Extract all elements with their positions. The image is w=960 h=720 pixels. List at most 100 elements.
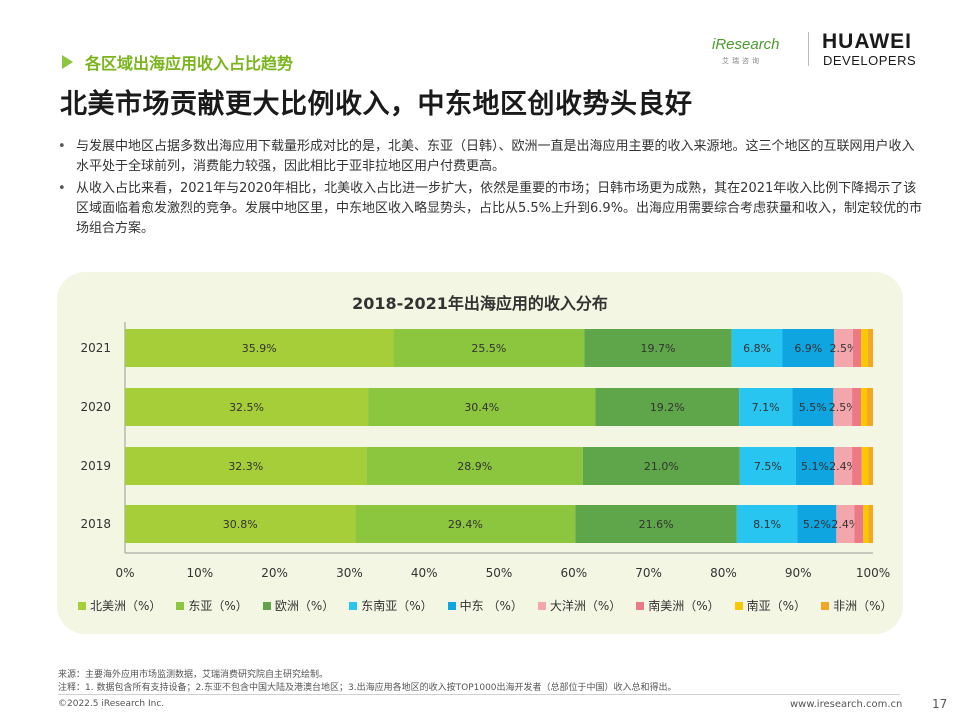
- data-label: 5.5%: [799, 401, 827, 414]
- bar-segment: [595, 388, 740, 426]
- legend-item: 非洲（%）: [821, 597, 892, 614]
- bar-segment: [795, 447, 835, 485]
- bar-segment: [863, 505, 869, 543]
- bar-segment: [739, 447, 796, 485]
- data-label: 21.0%: [644, 460, 679, 473]
- bar-segment: [867, 329, 873, 367]
- bar-segment: [584, 329, 732, 367]
- bar-segment: [836, 505, 855, 543]
- bullet-list: • 与发展中地区占据多数出海应用下载量形成对比的是，北美、东亚（日韩）、欧洲一直…: [56, 137, 926, 241]
- legend-label: 北美洲（%）: [90, 599, 162, 613]
- bar-segment: [868, 447, 873, 485]
- bar-segment: [393, 329, 585, 367]
- page-title: 北美市场贡献更大比例收入，中东地区创收势头良好: [60, 89, 693, 120]
- bar-segment: [834, 447, 853, 485]
- legend-swatch: [734, 601, 743, 610]
- bar-segment: [366, 447, 583, 485]
- x-tick-label: 10%: [186, 566, 213, 580]
- x-tick-label: 50%: [486, 566, 513, 580]
- data-label: 2.5%: [829, 342, 857, 355]
- legend-label: 中东 （%）: [459, 599, 523, 613]
- x-tick-label: 80%: [710, 566, 737, 580]
- logo-divider: [808, 32, 809, 66]
- bar-segment: [792, 388, 834, 426]
- legend-item: 北美洲（%）: [78, 597, 161, 614]
- legend-swatch: [447, 601, 456, 610]
- data-label: 35.9%: [242, 342, 277, 355]
- bar-segment: [575, 505, 737, 543]
- website: www.iresearch.com.cn: [790, 699, 903, 710]
- legend-swatch: [821, 601, 830, 610]
- page-number: 17: [932, 697, 948, 711]
- bar-segment: [861, 447, 869, 485]
- legend-label: 非洲（%）: [833, 599, 893, 613]
- bar-segment: [582, 447, 740, 485]
- x-tick-label: 70%: [635, 566, 662, 580]
- bar-segment: [854, 505, 864, 543]
- x-tick-label: 40%: [411, 566, 438, 580]
- bar-segment: [736, 505, 798, 543]
- legend-label: 欧洲（%）: [274, 599, 335, 613]
- legend-swatch: [78, 601, 86, 610]
- legend-label: 南美洲（%）: [648, 599, 720, 613]
- bar-segment: [852, 329, 862, 367]
- triangle-bullet-icon: [62, 55, 73, 69]
- bullet-item: • 与发展中地区占据多数出海应用下载量形成对比的是，北美、东亚（日韩）、欧洲一直…: [56, 137, 926, 177]
- legend-item: 中东 （%）: [447, 597, 523, 614]
- legend-swatch: [537, 601, 546, 610]
- x-tick-label: 0%: [115, 566, 134, 580]
- legend-label: 南亚（%）: [746, 599, 807, 613]
- huawei-logo-text: HUAWEI: [822, 30, 912, 53]
- legend-swatch: [636, 601, 645, 610]
- bar-segment: [868, 505, 873, 543]
- legend-item: 东亚（%）: [176, 597, 248, 614]
- data-label: 32.3%: [228, 460, 263, 473]
- category-label: 2021: [80, 341, 111, 355]
- footer-divider: [58, 694, 900, 695]
- legend-label: 东南亚（%）: [361, 599, 433, 613]
- legend-item: 南亚（%）: [734, 597, 807, 614]
- bar-segment: [125, 447, 367, 485]
- bullet-item: • 从收入占比来看，2021年与2020年相比，北美收入占比进一步扩大，依然是重…: [56, 179, 926, 239]
- bullet-dot-icon: •: [58, 139, 66, 154]
- data-label: 32.5%: [229, 401, 264, 414]
- section-tag: 各区域出海应用收入占比趋势: [62, 50, 293, 74]
- legend-swatch: [176, 601, 185, 610]
- x-tick-label: 90%: [785, 566, 812, 580]
- bar-segment: [852, 447, 862, 485]
- x-tick-label: 30%: [336, 566, 363, 580]
- x-tick-label: 60%: [560, 566, 587, 580]
- bar-segment: [368, 388, 596, 426]
- data-label: 5.2%: [803, 518, 831, 531]
- data-label: 28.9%: [457, 460, 492, 473]
- bar-segment: [125, 329, 394, 367]
- bar-segment: [731, 329, 783, 367]
- data-label: 5.1%: [801, 460, 829, 473]
- data-label: 2.4%: [829, 460, 857, 473]
- legend-item: 大洋洲（%）: [537, 597, 622, 614]
- legend-item: 欧洲（%）: [262, 597, 335, 614]
- legend-label: 大洋洲（%）: [549, 599, 622, 613]
- notes-text: 注释：1. 数据包含所有支持设备；2.东亚不包含中国大陆及港澳台地区；3.出海应…: [58, 683, 677, 693]
- iresearch-logo: iResearch 艾瑞咨询: [708, 30, 798, 70]
- legend-item: 东南亚（%）: [349, 597, 433, 614]
- bar-segment: [125, 388, 369, 426]
- bar-segment: [861, 329, 868, 367]
- section-tag-text: 各区域出海应用收入占比趋势: [85, 54, 294, 73]
- category-label: 2019: [80, 459, 111, 473]
- bar-segment: [125, 505, 356, 543]
- bar-segment: [867, 388, 873, 426]
- data-label: 6.8%: [743, 342, 771, 355]
- bar-segment: [797, 505, 837, 543]
- legend-swatch: [262, 601, 271, 610]
- legend-item: 南美洲（%）: [636, 597, 720, 614]
- chart-legend: 北美洲（%） 东亚（%） 欧洲（%） 东南亚（%） 中东 （%） 大洋洲（%） 南美洲（%）…: [78, 597, 907, 614]
- data-label: 21.6%: [639, 518, 674, 531]
- legend-swatch: [349, 601, 358, 610]
- bar-segment: [833, 388, 853, 426]
- chart-title: 2018-2021年出海应用的收入分布: [352, 294, 608, 313]
- x-tick-label: 100%: [856, 566, 890, 580]
- data-label: 2.4%: [831, 518, 859, 531]
- data-label: 7.1%: [752, 401, 780, 414]
